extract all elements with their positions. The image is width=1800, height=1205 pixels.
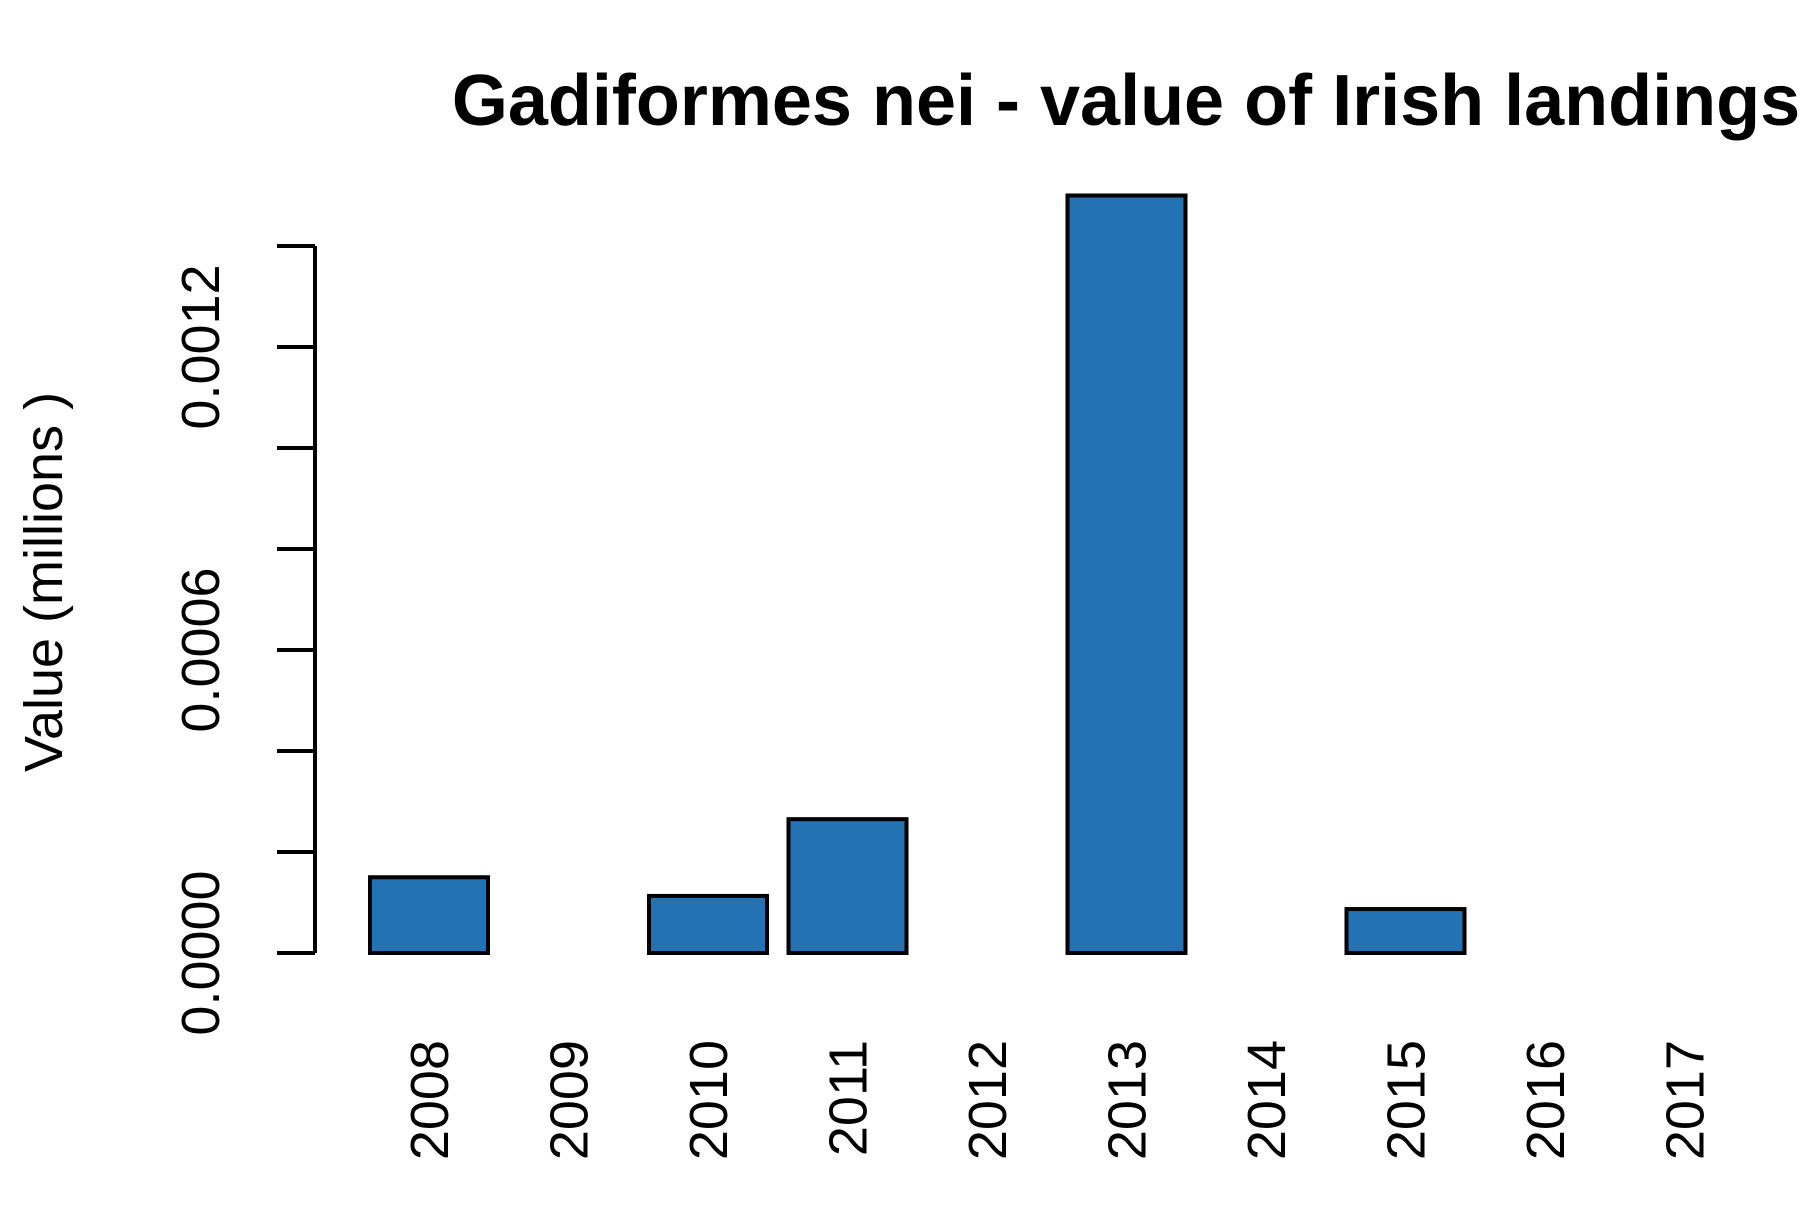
bar-2011 (786, 817, 909, 955)
x-tick-label: 2014 (1237, 1040, 1297, 1160)
x-axis: 2008 2009 2010 2011 2012 2013 2014 2015 2016 2017 (400, 1040, 1716, 1160)
y-axis-label: Value (millions ) (14, 392, 74, 772)
x-tick-label: 2011 (819, 1040, 879, 1156)
x-tick-label: 2013 (1098, 1040, 1158, 1160)
x-tick-label: 2016 (1516, 1040, 1576, 1160)
x-tick-label: 2012 (958, 1040, 1018, 1160)
bar-2015 (1344, 907, 1467, 956)
x-tick-label: 2015 (1377, 1040, 1437, 1160)
y-tick-label: 0.0006 (171, 567, 231, 732)
chart-title: Gadiformes nei - value of Irish landings (452, 61, 1800, 141)
x-tick-label: 2009 (540, 1040, 600, 1160)
x-tick-label: 2017 (1656, 1040, 1716, 1160)
bars-group (368, 193, 1467, 956)
bar-2008 (368, 875, 490, 955)
bar-2010 (647, 893, 769, 955)
x-tick-label: 2010 (679, 1040, 739, 1160)
bar-2013 (1065, 193, 1188, 955)
y-tick-label: 0.0000 (171, 870, 231, 1035)
y-tick-label: 0.0012 (171, 264, 231, 429)
x-tick-label: 2008 (400, 1040, 460, 1160)
y-axis: 0.0000 0.0006 0.0012 (171, 244, 317, 1036)
